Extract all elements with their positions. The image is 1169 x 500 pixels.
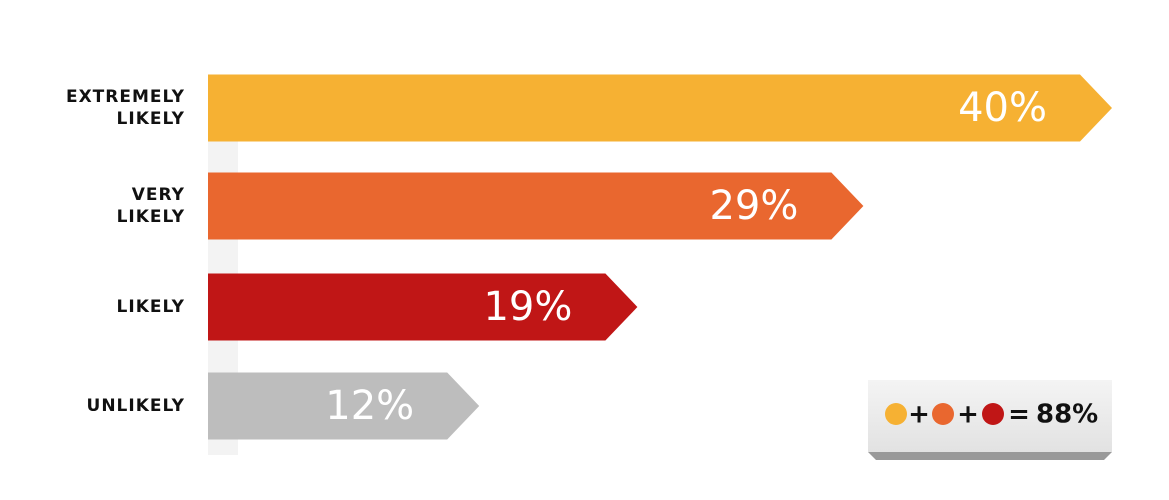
box-shadow	[868, 452, 1112, 460]
value-label: 12%	[325, 383, 414, 429]
summary-symbol: =	[1008, 400, 1030, 430]
summary-symbol: +	[957, 400, 979, 430]
summary-dot	[982, 403, 1004, 425]
bar	[208, 172, 864, 240]
summary-symbol: +	[908, 400, 930, 430]
category-label: VERY LIKELY	[116, 185, 186, 227]
summary-dot	[932, 403, 954, 425]
value-label: 29%	[709, 183, 798, 229]
bar	[208, 74, 1112, 142]
category-label: LIKELY	[116, 297, 185, 317]
bar	[208, 372, 480, 440]
value-label: 19%	[483, 284, 572, 330]
summary-total: 88%	[1036, 400, 1098, 430]
category-label: EXTREMELY LIKELY	[65, 87, 185, 129]
category-label: UNLIKELY	[86, 396, 185, 416]
summary-dot	[885, 403, 907, 425]
bar	[208, 273, 638, 341]
value-label: 40%	[958, 85, 1047, 131]
